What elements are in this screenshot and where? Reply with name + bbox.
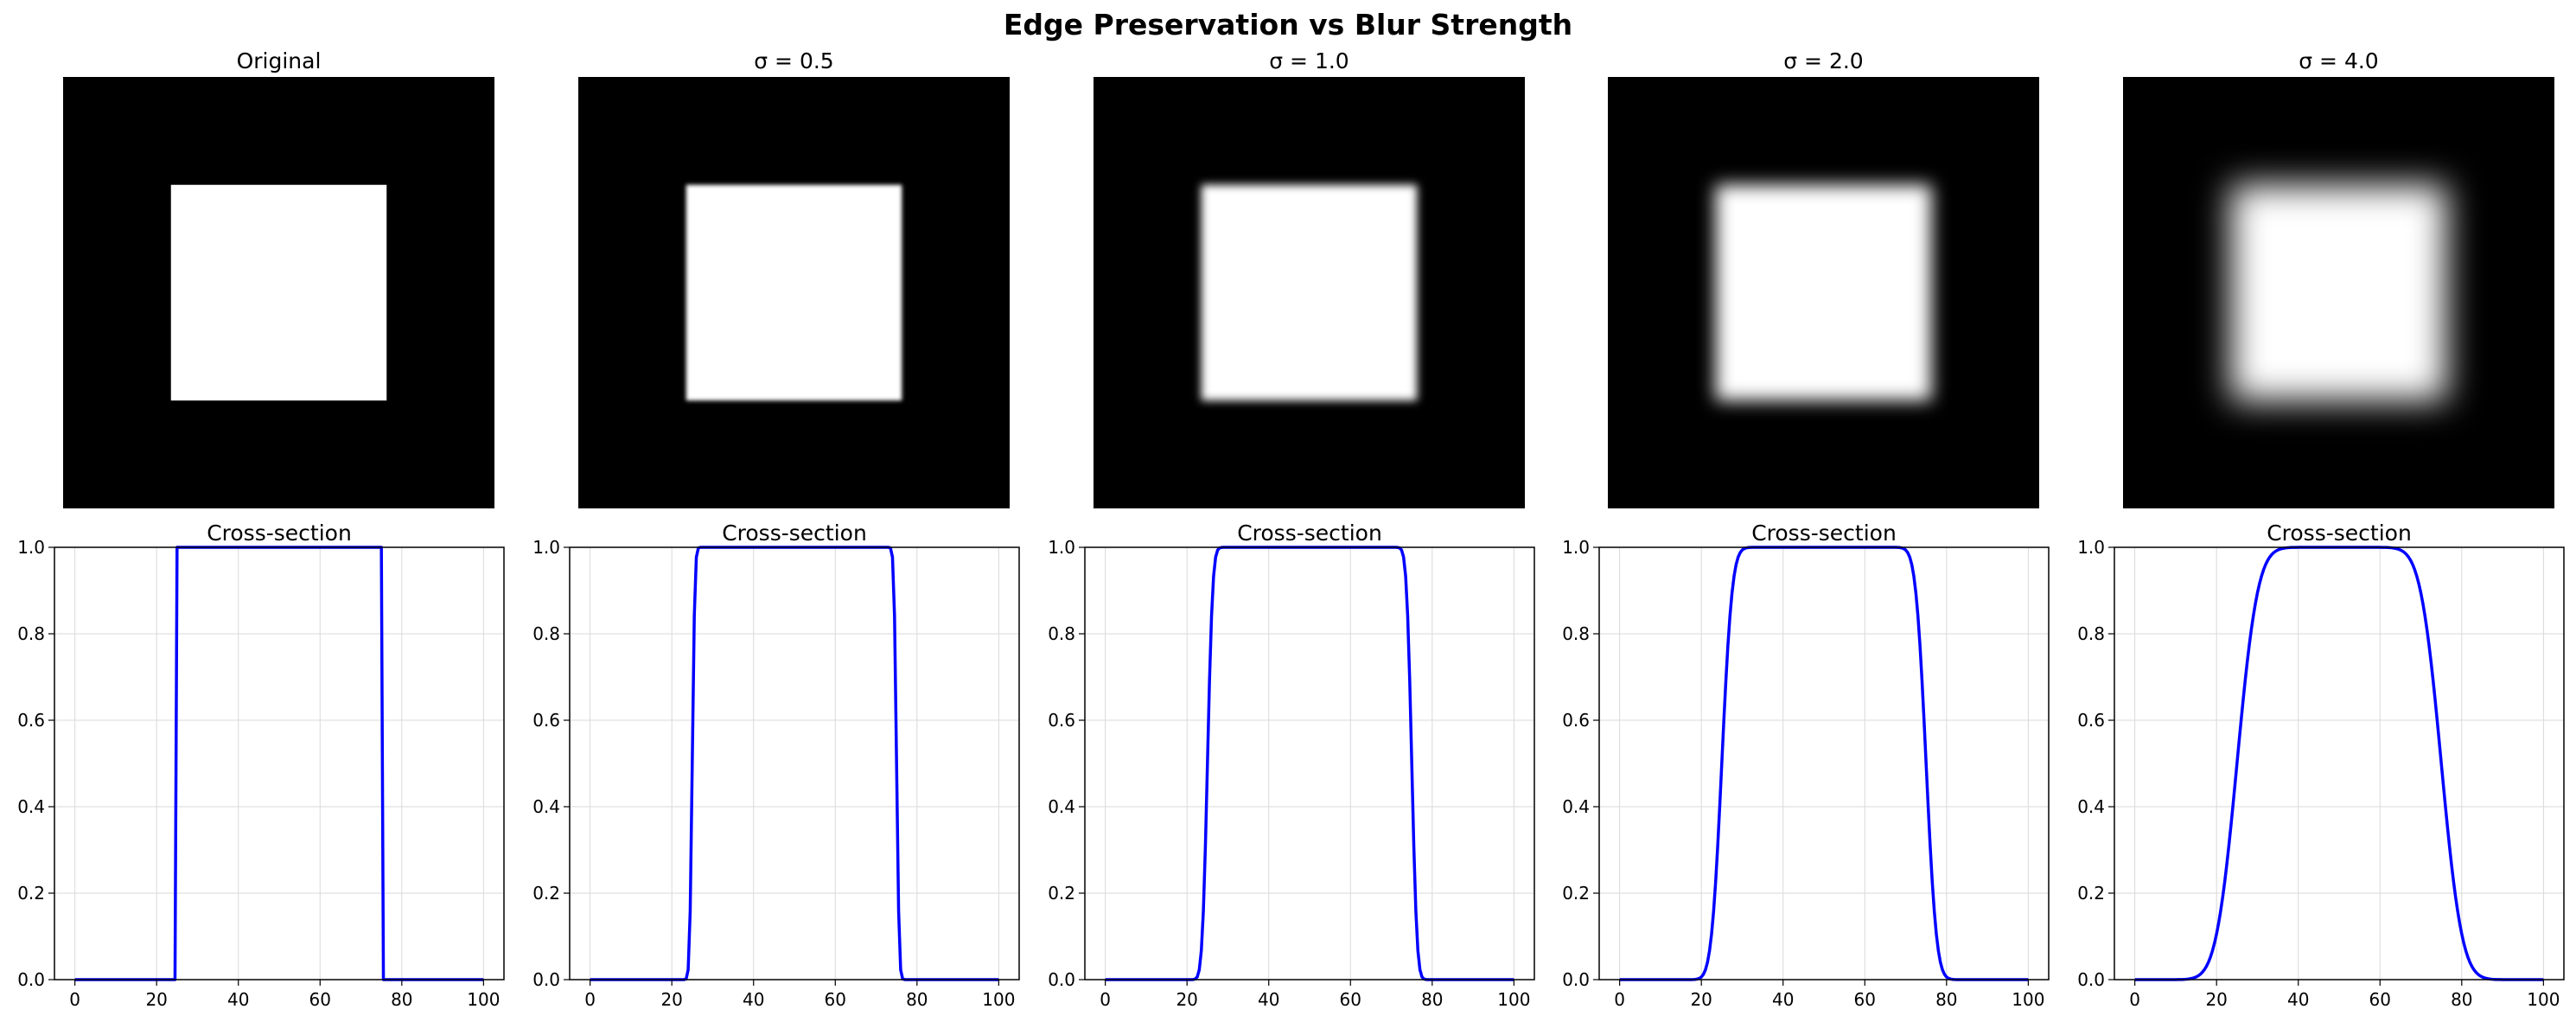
- x-tick-label: 80: [391, 989, 412, 1010]
- cross-section-panel-1: 0 20 40 60 80 100 0.0 0.2 0.4 0.6 0.8 1.0 Cross-sect…: [17, 521, 505, 1010]
- cross-section-title: Cross-section: [2267, 521, 2412, 546]
- x-tick-label: 20: [2205, 989, 2227, 1010]
- x-tick-label: 60: [2369, 989, 2391, 1010]
- y-tick-label: 0.2: [1048, 883, 1075, 904]
- x-tick-label: 80: [2451, 989, 2472, 1010]
- y-tick-label: 1.0: [1048, 537, 1075, 558]
- y-tick-label: 0.4: [17, 796, 45, 817]
- white-square: [685, 184, 902, 401]
- x-tick-label: 0: [69, 989, 80, 1010]
- y-tick-label: 0.2: [17, 883, 45, 904]
- axes-frame: [2114, 546, 2565, 980]
- white-square: [2230, 184, 2447, 401]
- image-title: Original: [237, 48, 322, 73]
- y-tick-label: 0.0: [2077, 969, 2105, 990]
- x-tick-label: 60: [1854, 989, 1876, 1010]
- x-tick-label: 100: [2012, 989, 2044, 1010]
- x-tick-label: 80: [1935, 989, 1957, 1010]
- y-tick-label: 0.2: [532, 883, 560, 904]
- x-tick-label: 0: [1614, 989, 1625, 1010]
- y-tick-label: 0.0: [1562, 969, 1590, 990]
- y-tick-label: 0.6: [1048, 710, 1075, 731]
- image-title: σ = 2.0: [1783, 48, 1863, 73]
- y-tick-label: 0.2: [2077, 883, 2105, 904]
- x-tick-label: 0: [1100, 989, 1111, 1010]
- cross-section-title: Cross-section: [722, 521, 867, 546]
- x-tick-label: 0: [2129, 989, 2140, 1010]
- y-tick-label: 0.0: [1048, 969, 1075, 990]
- image-panel-1: Original: [63, 48, 494, 508]
- x-tick-label: 80: [906, 989, 928, 1010]
- image-panel-5: σ = 4.0: [2123, 48, 2554, 508]
- y-tick-label: 0.6: [2077, 710, 2105, 731]
- axes-frame: [54, 546, 505, 980]
- image-panel-3: σ = 1.0: [1094, 48, 1525, 508]
- x-tick-label: 20: [145, 989, 167, 1010]
- image-title: σ = 0.5: [754, 48, 833, 73]
- image-content: [170, 184, 387, 401]
- y-tick-label: 0.2: [1562, 883, 1590, 904]
- x-tick-label: 100: [2527, 989, 2560, 1010]
- y-tick-label: 0.6: [17, 710, 45, 731]
- axes-frame: [569, 546, 1020, 980]
- y-tick-label: 1.0: [17, 537, 45, 558]
- cross-section-title: Cross-section: [1237, 521, 1382, 546]
- cross-section-panel-3: 0 20 40 60 80 100 0.0 0.2 0.4 0.6 0.8 1.0 Cross-sect…: [1048, 521, 1535, 1010]
- y-tick-label: 0.6: [1562, 710, 1590, 731]
- image-content: [1201, 184, 1418, 401]
- x-tick-label: 60: [309, 989, 331, 1010]
- cross-section-panel-5: 0 20 40 60 80 100 0.0 0.2 0.4 0.6 0.8 1.0 Cross-sect…: [2077, 521, 2565, 1010]
- y-tick-label: 0.4: [2077, 796, 2105, 817]
- image-title: σ = 1.0: [1269, 48, 1349, 73]
- y-tick-label: 0.8: [2077, 623, 2105, 644]
- x-tick-label: 40: [2287, 989, 2309, 1010]
- x-tick-label: 40: [227, 989, 249, 1010]
- y-tick-label: 1.0: [1562, 537, 1590, 558]
- x-tick-label: 0: [584, 989, 596, 1010]
- x-tick-label: 100: [1497, 989, 1530, 1010]
- y-tick-label: 0.6: [532, 710, 560, 731]
- x-tick-label: 20: [1690, 989, 1712, 1010]
- cross-section-title: Cross-section: [1751, 521, 1897, 546]
- cross-section-panel-4: 0 20 40 60 80 100 0.0 0.2 0.4 0.6 0.8 1.0 Cross-sect…: [1562, 521, 2050, 1010]
- y-tick-label: 1.0: [2077, 537, 2105, 558]
- y-tick-label: 0.8: [17, 623, 45, 644]
- white-square: [1201, 184, 1418, 401]
- image-content: [2230, 184, 2447, 401]
- image-panel-2: σ = 0.5: [578, 48, 1010, 508]
- x-tick-label: 40: [1258, 989, 1279, 1010]
- y-tick-label: 0.0: [532, 969, 560, 990]
- axes-frame: [1598, 546, 2050, 980]
- axes-frame: [1084, 546, 1535, 980]
- y-tick-label: 0.0: [17, 969, 45, 990]
- x-tick-label: 40: [743, 989, 764, 1010]
- y-tick-label: 1.0: [532, 537, 560, 558]
- x-tick-label: 80: [1421, 989, 1443, 1010]
- y-tick-label: 0.8: [1048, 623, 1075, 644]
- x-tick-label: 20: [660, 989, 682, 1010]
- x-tick-label: 100: [467, 989, 500, 1010]
- y-tick-label: 0.4: [1562, 796, 1590, 817]
- image-panel-4: σ = 2.0: [1608, 48, 2039, 508]
- y-tick-label: 0.8: [532, 623, 560, 644]
- x-tick-label: 60: [1340, 989, 1361, 1010]
- x-tick-label: 60: [825, 989, 846, 1010]
- image-content: [1715, 184, 1932, 401]
- x-tick-label: 20: [1176, 989, 1197, 1010]
- x-tick-label: 100: [982, 989, 1015, 1010]
- cross-section-panel-2: 0 20 40 60 80 100 0.0 0.2 0.4 0.6 0.8 1.0 Cross-sect…: [532, 521, 1020, 1010]
- image-content: [685, 184, 902, 401]
- figure-title: Edge Preservation vs Blur Strength: [1004, 8, 1572, 42]
- white-square: [1715, 184, 1932, 401]
- y-tick-label: 0.4: [532, 796, 560, 817]
- cross-section-title: Cross-section: [207, 521, 352, 546]
- white-square: [170, 184, 387, 401]
- image-title: σ = 4.0: [2299, 48, 2378, 73]
- y-tick-label: 0.8: [1562, 623, 1590, 644]
- x-tick-label: 40: [1772, 989, 1794, 1010]
- y-tick-label: 0.4: [1048, 796, 1075, 817]
- panels: Original σ = 0.5 σ = 1.0 σ = 2.0 σ = 4.0 0 20 4…: [17, 48, 2565, 1010]
